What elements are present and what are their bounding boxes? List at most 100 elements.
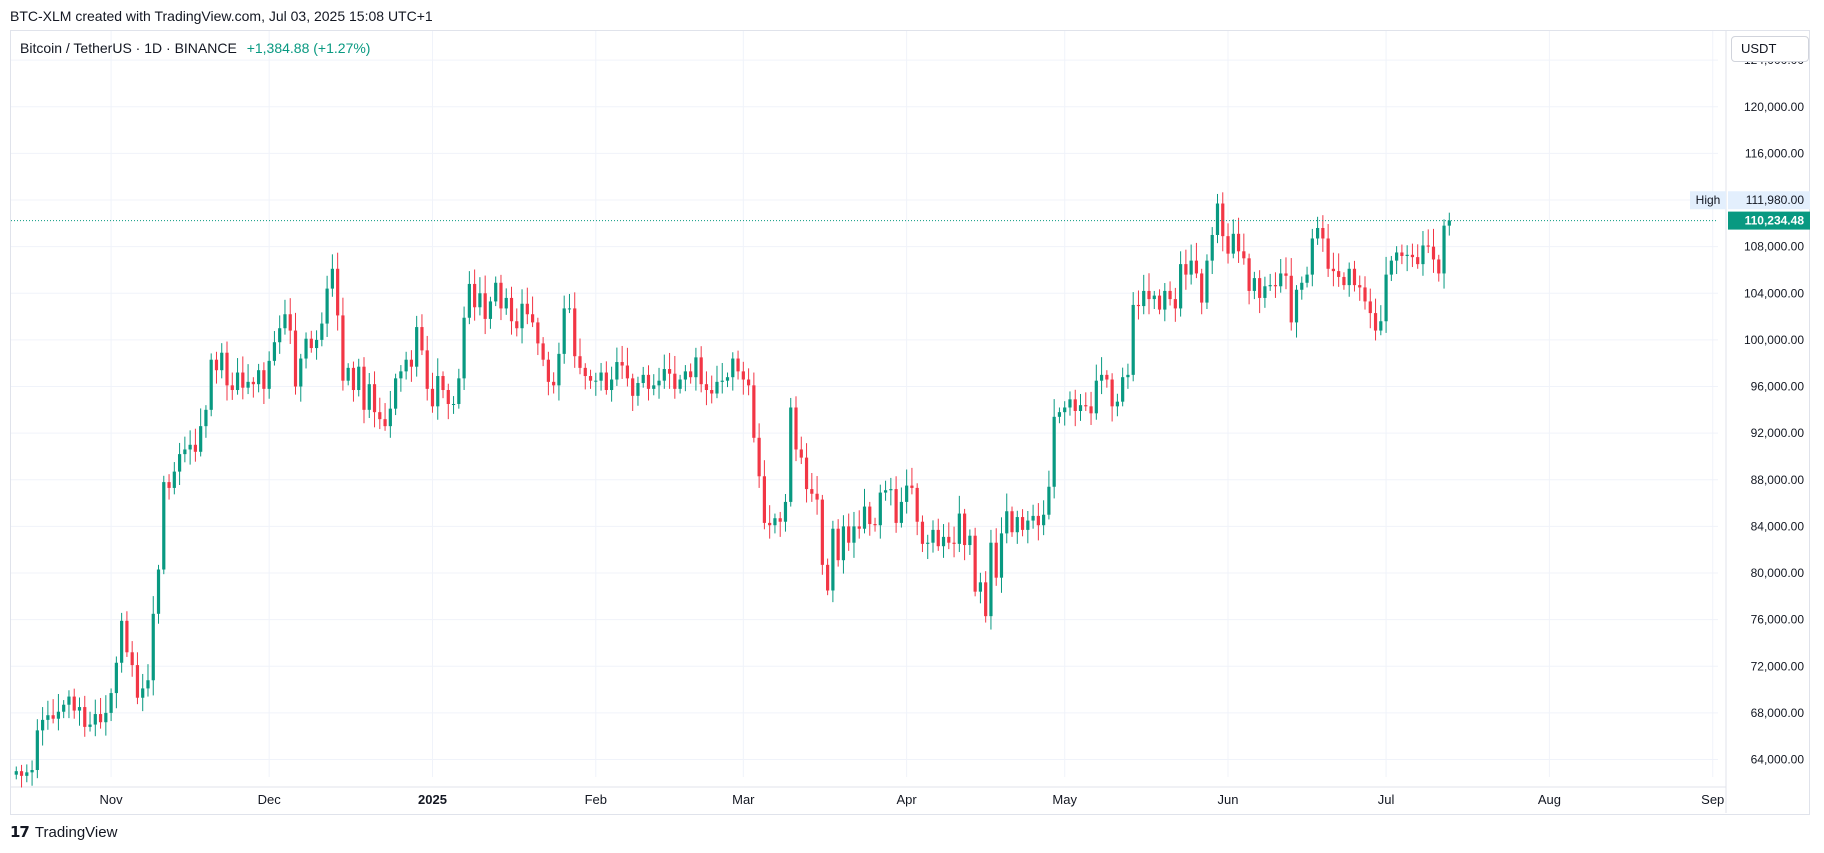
candle-239	[1273, 272, 1278, 298]
candle-22	[130, 641, 134, 677]
candle-141	[757, 423, 761, 488]
candle-71	[388, 390, 392, 438]
candle-67	[367, 372, 371, 418]
candle-128	[689, 363, 693, 384]
candle-127	[683, 365, 687, 392]
x-tick-label: May	[1052, 792, 1077, 807]
candle-50	[278, 315, 282, 354]
candle-200	[1068, 391, 1072, 416]
candle-109	[588, 369, 593, 389]
candle-3	[30, 760, 34, 786]
candle-198	[1057, 407, 1062, 424]
candle-17	[104, 695, 108, 736]
candle-264	[1405, 245, 1409, 272]
candle-225	[1200, 268, 1204, 315]
candle-253	[1347, 262, 1351, 297]
candle-85	[462, 306, 466, 391]
candle-261	[1389, 255, 1393, 282]
candle-250	[1331, 252, 1335, 287]
candle-165	[883, 480, 888, 501]
candle-220	[1173, 287, 1177, 322]
candle-170	[910, 467, 914, 495]
candle-135	[725, 372, 730, 388]
candle-115	[620, 345, 624, 379]
x-tick-label: Sep	[1701, 792, 1724, 807]
candle-130	[699, 346, 703, 393]
y-tick-label: 64,000.00	[1751, 753, 1805, 767]
candle-256	[1363, 276, 1367, 310]
candle-106	[573, 292, 577, 368]
candle-175	[936, 518, 940, 551]
candle-102	[552, 372, 556, 394]
candle-216	[1152, 290, 1156, 310]
candle-46	[257, 363, 261, 393]
candle-233	[1242, 233, 1246, 265]
candle-95	[515, 308, 519, 337]
candle-4	[35, 719, 39, 779]
candle-53	[293, 312, 298, 395]
candle-145	[778, 511, 782, 537]
candle-212	[1131, 292, 1135, 382]
x-tick-label: 2025	[418, 792, 447, 807]
candle-65	[357, 358, 361, 397]
candle-96	[520, 289, 524, 344]
candle-86	[467, 271, 471, 325]
candle-201	[1073, 389, 1077, 427]
candle-249	[1326, 224, 1330, 277]
candle-33	[188, 430, 192, 465]
candle-248	[1321, 215, 1325, 252]
candle-100	[541, 337, 545, 367]
candle-244	[1300, 276, 1304, 300]
candle-72	[394, 373, 398, 416]
candle-154	[826, 558, 830, 596]
candle-107	[578, 338, 582, 375]
candle-114	[615, 347, 619, 386]
candle-11	[72, 688, 76, 719]
candle-217	[1157, 289, 1162, 315]
candle-110	[594, 372, 598, 396]
candle-117	[631, 373, 635, 411]
high-label: High	[1696, 193, 1721, 207]
candle-149	[799, 436, 803, 465]
symbol-legend: Bitcoin / TetherUS · 1D · BINANCE +1,384…	[20, 40, 370, 56]
candle-260	[1384, 256, 1388, 333]
candle-235	[1252, 271, 1256, 300]
y-tick-label: 88,000.00	[1751, 473, 1805, 487]
candle-129	[694, 347, 698, 391]
candle-120	[646, 365, 651, 401]
candle-270	[1437, 254, 1441, 282]
candle-259	[1379, 305, 1383, 336]
candle-242	[1289, 258, 1293, 331]
candle-134	[720, 362, 724, 394]
y-tick-label: 76,000.00	[1751, 613, 1805, 627]
candle-124	[667, 352, 672, 389]
candle-92	[499, 274, 503, 321]
candle-112	[604, 361, 608, 395]
high-label-bg	[1690, 191, 1726, 210]
candle-12	[77, 697, 82, 726]
candle-132	[710, 375, 714, 404]
candle-214	[1142, 274, 1146, 315]
currency-button[interactable]: USDT	[1731, 36, 1809, 62]
candle-105	[567, 293, 572, 314]
candle-263	[1400, 244, 1404, 265]
candle-116	[625, 347, 630, 387]
candle-6	[46, 700, 50, 730]
candle-26	[151, 596, 155, 696]
candle-70	[383, 403, 387, 431]
candle-245	[1305, 266, 1309, 288]
candle-21	[125, 611, 129, 657]
candle-1	[19, 764, 24, 788]
candle-181	[968, 529, 972, 555]
candle-172	[920, 515, 925, 553]
candle-99	[536, 317, 540, 356]
candle-43	[241, 356, 245, 400]
y-tick-label: 92,000.00	[1751, 426, 1805, 440]
candle-224	[1194, 242, 1199, 279]
x-tick-label: Feb	[585, 792, 607, 807]
y-tick-label: 120,000.00	[1744, 100, 1804, 114]
candle-10	[67, 690, 71, 719]
candle-38	[214, 351, 219, 384]
candle-31	[177, 442, 182, 486]
